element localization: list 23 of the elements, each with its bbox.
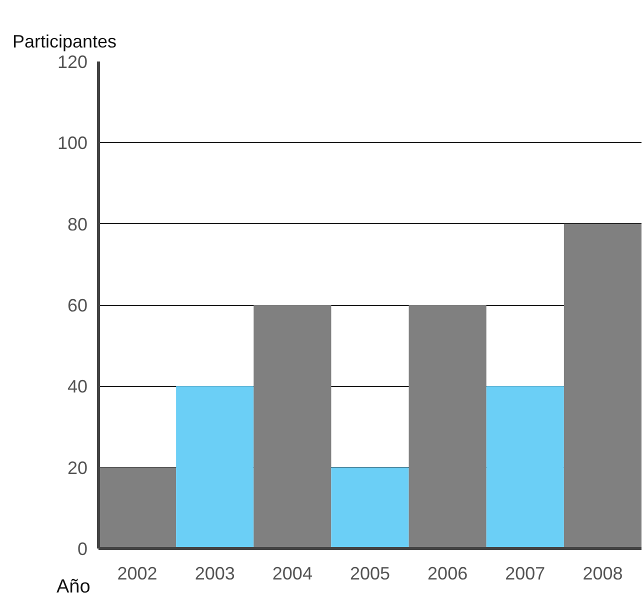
y-tick-label: 0 <box>77 539 88 559</box>
bar <box>408 305 486 548</box>
y-tick-label: 40 <box>67 376 88 397</box>
bar <box>254 305 332 548</box>
x-tick-label: 2007 <box>505 564 546 584</box>
bar <box>176 386 254 548</box>
y-axis-title: Participantes <box>12 32 117 52</box>
y-tick-label: 120 <box>57 52 88 72</box>
bar <box>486 386 564 548</box>
x-tick-label: 2008 <box>582 564 623 584</box>
x-tick-label: 2002 <box>117 564 158 584</box>
bar <box>98 467 176 548</box>
y-tick-label: 20 <box>67 458 88 478</box>
bar <box>564 224 642 548</box>
y-tick-label: 60 <box>67 296 88 316</box>
bar <box>331 467 409 548</box>
x-axis-title: Año <box>56 576 90 594</box>
y-tick-label: 80 <box>67 214 88 234</box>
x-tick-label: 2004 <box>272 564 312 584</box>
x-tick-label: 2003 <box>194 564 235 584</box>
y-tick-label: 100 <box>57 133 88 154</box>
x-tick-label: 2006 <box>428 564 468 584</box>
x-tick-label: 2005 <box>350 564 390 584</box>
